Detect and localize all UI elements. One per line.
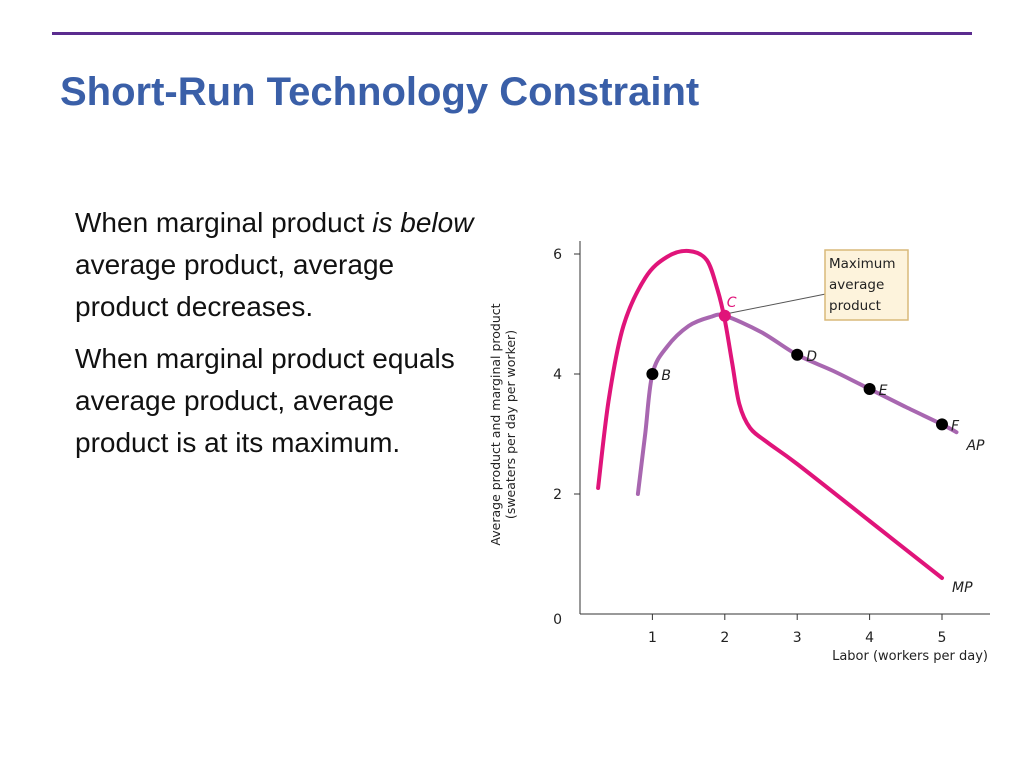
paragraph-2: When marginal product equals average pro… — [75, 343, 455, 458]
series-mp-curve — [596, 248, 944, 580]
point-f — [936, 418, 948, 431]
x-tick-label-5: 5 — [938, 630, 947, 646]
top-rule — [52, 32, 972, 35]
body-text: When marginal product is below average p… — [75, 202, 475, 474]
x-tick-label-1: 1 — [648, 630, 657, 646]
chart-axes: 1 2 3 4 5 2 4 6 0 Labor (workers per day) Average … — [488, 241, 990, 664]
y-tick-label-2: 2 — [553, 487, 562, 503]
point-label-c: C — [727, 295, 737, 311]
x-tick-label-3: 3 — [793, 630, 802, 646]
origin-label: 0 — [553, 612, 562, 628]
callout-leader-line — [726, 293, 826, 315]
paragraph-1: When marginal product is below average p… — [75, 202, 475, 328]
series-label-ap: AP — [965, 438, 985, 454]
point-label-d: D — [806, 349, 817, 365]
series-label-mp: MP — [952, 580, 973, 596]
point-e — [863, 383, 876, 395]
x-axis-label: Labor (workers per day) — [832, 649, 988, 664]
x-tick-label-2: 2 — [720, 630, 729, 646]
paragraph-1-part-1: When marginal product — [75, 207, 373, 238]
y-axis-label-line-2: (sweaters per day per worker) — [503, 330, 518, 519]
slide-title: Short-Run Technology Constraint — [60, 70, 700, 114]
chart-callout: Maximum average product — [726, 249, 909, 321]
y-axis-label-line-1: Average product and marginal product — [488, 303, 503, 545]
callout-box — [824, 249, 909, 321]
callout-text-line-1: Maximum — [829, 256, 896, 272]
point-d — [791, 348, 804, 361]
series-ap-curve — [635, 312, 959, 496]
chart-labels: MP AP B C D E F — [661, 295, 985, 596]
x-tick-label-4: 4 — [865, 630, 874, 646]
ap-mp-chart: 1 2 3 4 5 2 4 6 0 Labor (workers per day) Average … — [488, 241, 990, 664]
point-label-b: B — [661, 368, 671, 384]
point-label-e: E — [879, 383, 888, 399]
y-tick-label-6: 6 — [553, 247, 562, 263]
point-b — [646, 368, 659, 380]
y-axis-label: Average product and marginal product(swe… — [488, 303, 518, 545]
callout-text-line-3: product — [829, 298, 881, 314]
chart-points — [646, 309, 948, 431]
y-tick-label-4: 4 — [553, 367, 562, 383]
point-c — [718, 309, 731, 322]
callout-text-line-2: average — [829, 277, 884, 293]
paragraph-1-part-2: average product, average product decreas… — [75, 249, 395, 322]
paragraph-1-italic: is below — [372, 207, 474, 238]
point-label-f: F — [951, 418, 960, 434]
